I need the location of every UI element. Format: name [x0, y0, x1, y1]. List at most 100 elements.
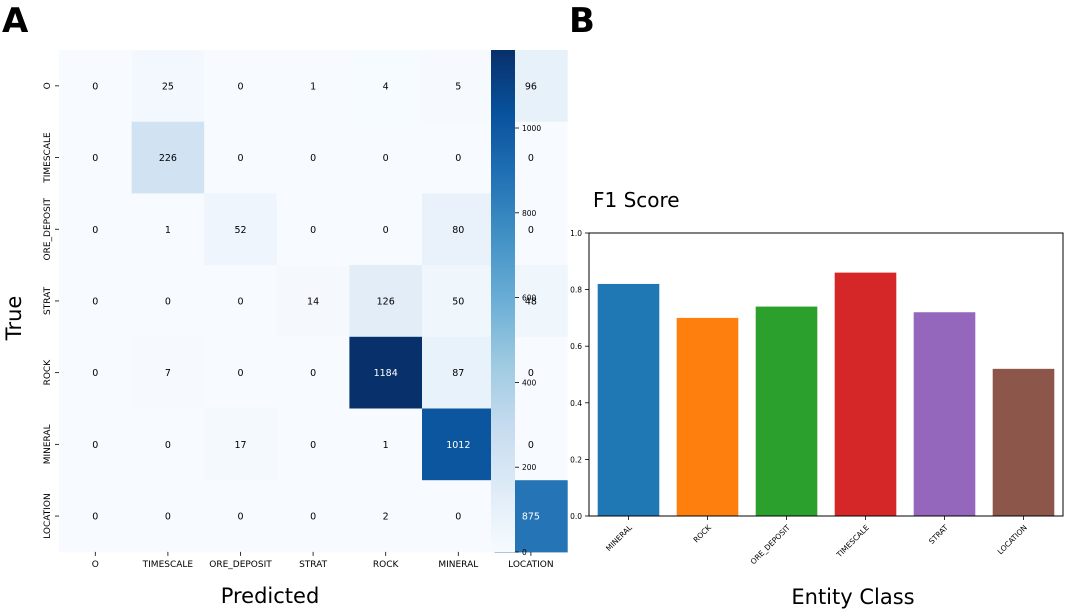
heatmap-cell	[204, 336, 278, 409]
heatmap-cell-value: 0	[92, 512, 98, 523]
heatmap-cell-value: 5	[455, 81, 461, 92]
heatmap-cell-value: 0	[92, 225, 98, 236]
panel-b-label: B	[569, 1, 595, 41]
heatmap-cell-value: 0	[92, 368, 98, 379]
heatmap-cell	[204, 265, 278, 338]
heatmap-cell	[422, 265, 496, 338]
heatmap-cell	[59, 408, 133, 481]
heatmap-y-tick-label: O	[43, 82, 53, 89]
heatmap-cell	[422, 480, 496, 553]
heatmap-cell-value: 0	[528, 153, 534, 164]
heatmap-cell-value: 0	[237, 512, 243, 523]
heatmap-cell-value: 0	[528, 225, 534, 236]
heatmap-cell	[349, 193, 423, 266]
heatmap-cell-value: 1	[383, 440, 389, 451]
heatmap-cell-value: 1	[310, 81, 316, 92]
heatmap-cell-value: 14	[307, 296, 319, 307]
bar-y-tick-labels: 0.0 0.2 0.4 0.6 0.8 1.0	[570, 229, 589, 521]
heatmap-cell-value: 0	[383, 225, 389, 236]
heatmap-cell	[422, 336, 496, 409]
heatmap-cell	[349, 265, 423, 338]
heatmap-cell	[59, 265, 133, 338]
heatmap-cell-value: 0	[455, 512, 461, 523]
bar	[834, 272, 897, 516]
heatmap-cell	[131, 480, 205, 553]
heatmap-cell	[204, 408, 278, 481]
heatmap-cell-value: 17	[234, 440, 246, 451]
heatmap-cell	[131, 50, 205, 123]
heatmap-cell-value: 0	[165, 512, 171, 523]
heatmap-cell-value: 0	[237, 296, 243, 307]
heatmap-cell	[204, 121, 278, 194]
heatmap-y-tick-label: ROCK	[43, 359, 53, 386]
heatmap-cell-value: 0	[237, 81, 243, 92]
heatmap-cell-value: 1012	[446, 440, 470, 451]
heatmap-cell	[131, 193, 205, 266]
bar	[992, 368, 1055, 516]
heatmap-x-tick-label: MINERAL	[438, 560, 478, 570]
heatmap-cell	[59, 121, 133, 194]
bar	[676, 317, 739, 516]
heatmap-cell	[422, 408, 496, 481]
heatmap-cell	[349, 121, 423, 194]
heatmap-cell-value: 48	[525, 296, 537, 307]
heatmap-cell	[349, 480, 423, 553]
heatmap-cell	[349, 50, 423, 123]
heatmap-cell-value: 96	[525, 81, 537, 92]
heatmap-cell-value: 0	[92, 296, 98, 307]
heatmap-cell	[349, 408, 423, 481]
heatmap-cell-value: 50	[452, 296, 464, 307]
heatmap-cell-value: 0	[310, 512, 316, 523]
heatmap-cell	[276, 50, 350, 123]
heatmap-x-axis-title: Predicted	[221, 584, 320, 608]
heatmap-cell-value: 52	[234, 225, 246, 236]
heatmap-cell-value: 0	[237, 153, 243, 164]
heatmap-cell-value: 0	[310, 440, 316, 451]
heatmap-x-tick-label: STRAT	[299, 560, 328, 570]
heatmap-cell	[204, 480, 278, 553]
colorbar-ticks: 0 200 400 600 800 1000	[515, 124, 541, 557]
heatmap-cell	[59, 50, 133, 123]
bar-y-tick-label: 0.8	[570, 286, 582, 295]
heatmap-y-tick-labels: O TIMESCALE ORE_DEPOSIT STRAT ROCK MINERAL LOC…	[43, 82, 59, 539]
heatmap-cell	[422, 121, 496, 194]
f1-bar-chart	[597, 272, 1055, 516]
bar-y-tick-label: 1.0	[570, 229, 582, 238]
heatmap-cell	[422, 50, 496, 123]
heatmap-cell-value: 0	[383, 153, 389, 164]
colorbar-tick-label: 400	[522, 378, 537, 387]
bar-x-tick-label: LOCATION	[996, 523, 1029, 556]
heatmap-cell-value: 25	[162, 81, 174, 92]
heatmap-x-tick-label: ROCK	[373, 560, 400, 570]
heatmap-cell-value: 87	[452, 368, 464, 379]
heatmap-cell-value: 126	[377, 296, 395, 307]
heatmap-cell	[131, 121, 205, 194]
heatmap-cell-value: 0	[310, 225, 316, 236]
heatmap-cell-value: 1	[165, 225, 171, 236]
heatmap-y-tick-label: ORE_DEPOSIT	[43, 197, 53, 260]
bar-x-axis-title: Entity Class	[791, 585, 914, 609]
bar-x-tick-label: TIMESCALE	[834, 523, 871, 560]
heatmap-y-tick-label: MINERAL	[43, 424, 53, 464]
heatmap-cell-value: 4	[383, 81, 389, 92]
heatmap-cell	[276, 408, 350, 481]
colorbar-tick-label: 200	[522, 463, 537, 472]
heatmap-cell	[422, 193, 496, 266]
bar-x-tick-label: ROCK	[692, 522, 714, 544]
heatmap-cell	[131, 265, 205, 338]
heatmap-y-tick-label: TIMESCALE	[43, 132, 53, 184]
bar-plot-frame	[588, 232, 1064, 517]
bar-x-tick-label: ORE_DEPOSIT	[749, 523, 792, 566]
heatmap-cell-value: 7	[165, 368, 171, 379]
heatmap-cell-value: 226	[159, 153, 177, 164]
heatmap-cell	[349, 336, 423, 409]
colorbar-tick-label: 600	[522, 294, 537, 303]
heatmap-cell-value: 875	[522, 512, 540, 523]
bar	[755, 306, 818, 516]
heatmap-cell	[204, 50, 278, 123]
heatmap-cell-value: 0	[310, 153, 316, 164]
bar-x-tick-labels: MINERAL ROCK ORE_DEPOSIT TIMESCALE STRAT LOCA…	[604, 516, 1029, 566]
heatmap-cell	[59, 193, 133, 266]
bar	[913, 312, 976, 516]
heatmap-cell	[276, 480, 350, 553]
